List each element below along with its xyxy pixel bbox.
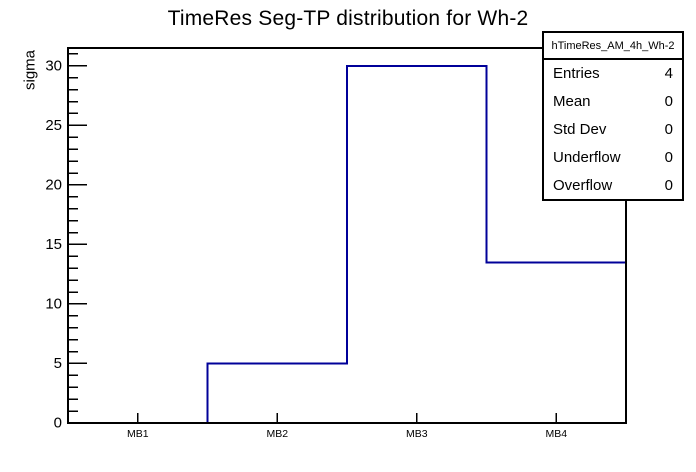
y-axis-tick-label: 20 <box>45 176 62 193</box>
stats-label: Entries <box>553 65 600 83</box>
stats-label: Underflow <box>553 148 621 166</box>
histogram-step-line <box>68 64 627 424</box>
stats-row-entries: Entries 4 <box>544 60 682 88</box>
stats-label: Std Dev <box>553 120 607 138</box>
stats-value: 0 <box>664 93 673 111</box>
plot-frame <box>67 47 627 424</box>
stats-value: 0 <box>664 148 673 166</box>
stats-box-title: hTimeRes_AM_4h_Wh-2 <box>544 33 682 60</box>
stats-row-stddev: Std Dev 0 <box>544 116 682 144</box>
y-axis-tick-label: 0 <box>54 415 62 432</box>
stats-label: Mean <box>553 93 591 111</box>
y-axis-tick-label: 25 <box>45 117 62 134</box>
x-axis-tick-label: MB1 <box>127 428 149 440</box>
stats-value: 0 <box>664 120 673 138</box>
stats-row-mean: Mean 0 <box>544 88 682 116</box>
stats-box: hTimeRes_AM_4h_Wh-2 Entries 4 Mean 0 Std… <box>542 31 684 201</box>
y-axis-tick-label: 30 <box>45 57 62 74</box>
stats-label: Overflow <box>553 176 613 194</box>
x-axis-tick-label: MB3 <box>406 428 428 440</box>
chart-title: TimeRes Seg-TP distribution for Wh-2 <box>167 7 529 30</box>
stats-row-overflow: Overflow 0 <box>544 171 682 199</box>
x-axis-tick-label: MB2 <box>266 428 288 440</box>
x-axis-tick-label: MB4 <box>545 428 567 440</box>
stats-value: 0 <box>664 176 673 194</box>
y-axis-tick-label: 10 <box>45 295 62 312</box>
y-axis-tick-label: 15 <box>45 236 62 253</box>
y-axis-tick-label: 5 <box>54 355 62 372</box>
stats-row-underflow: Underflow 0 <box>544 143 682 171</box>
stats-value: 4 <box>664 65 673 83</box>
